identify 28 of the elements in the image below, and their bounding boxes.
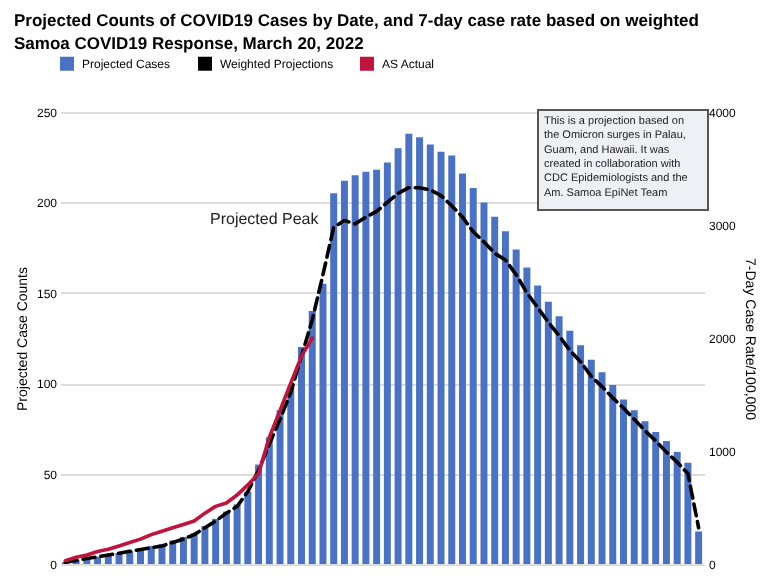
bar <box>426 144 434 564</box>
bar <box>265 437 273 564</box>
bar <box>577 345 585 564</box>
bar <box>459 173 466 564</box>
annotation: Projected Peak <box>210 210 321 228</box>
bar <box>330 193 338 564</box>
line-series <box>63 185 701 564</box>
bar <box>534 285 542 564</box>
bar <box>416 137 424 564</box>
bar <box>620 399 627 564</box>
bar <box>501 231 509 564</box>
bar <box>298 347 305 564</box>
line-series <box>63 336 315 563</box>
bar <box>491 216 499 564</box>
bar <box>373 169 381 564</box>
bar <box>340 180 348 564</box>
bar <box>544 301 552 564</box>
bar <box>383 162 391 564</box>
bar <box>695 531 703 564</box>
bar <box>255 464 263 564</box>
bar <box>222 511 230 564</box>
bar <box>652 432 660 564</box>
chart-subtitle: Samoa COVID19 Response, March 20, 2022 <box>13 33 365 53</box>
bar <box>179 536 187 564</box>
chart-title: Projected Counts of COVID19 Cases by Date, and 7-day case rate based on weighted <box>13 10 699 30</box>
bar <box>662 441 670 564</box>
bar <box>212 518 220 564</box>
bar <box>587 359 595 564</box>
